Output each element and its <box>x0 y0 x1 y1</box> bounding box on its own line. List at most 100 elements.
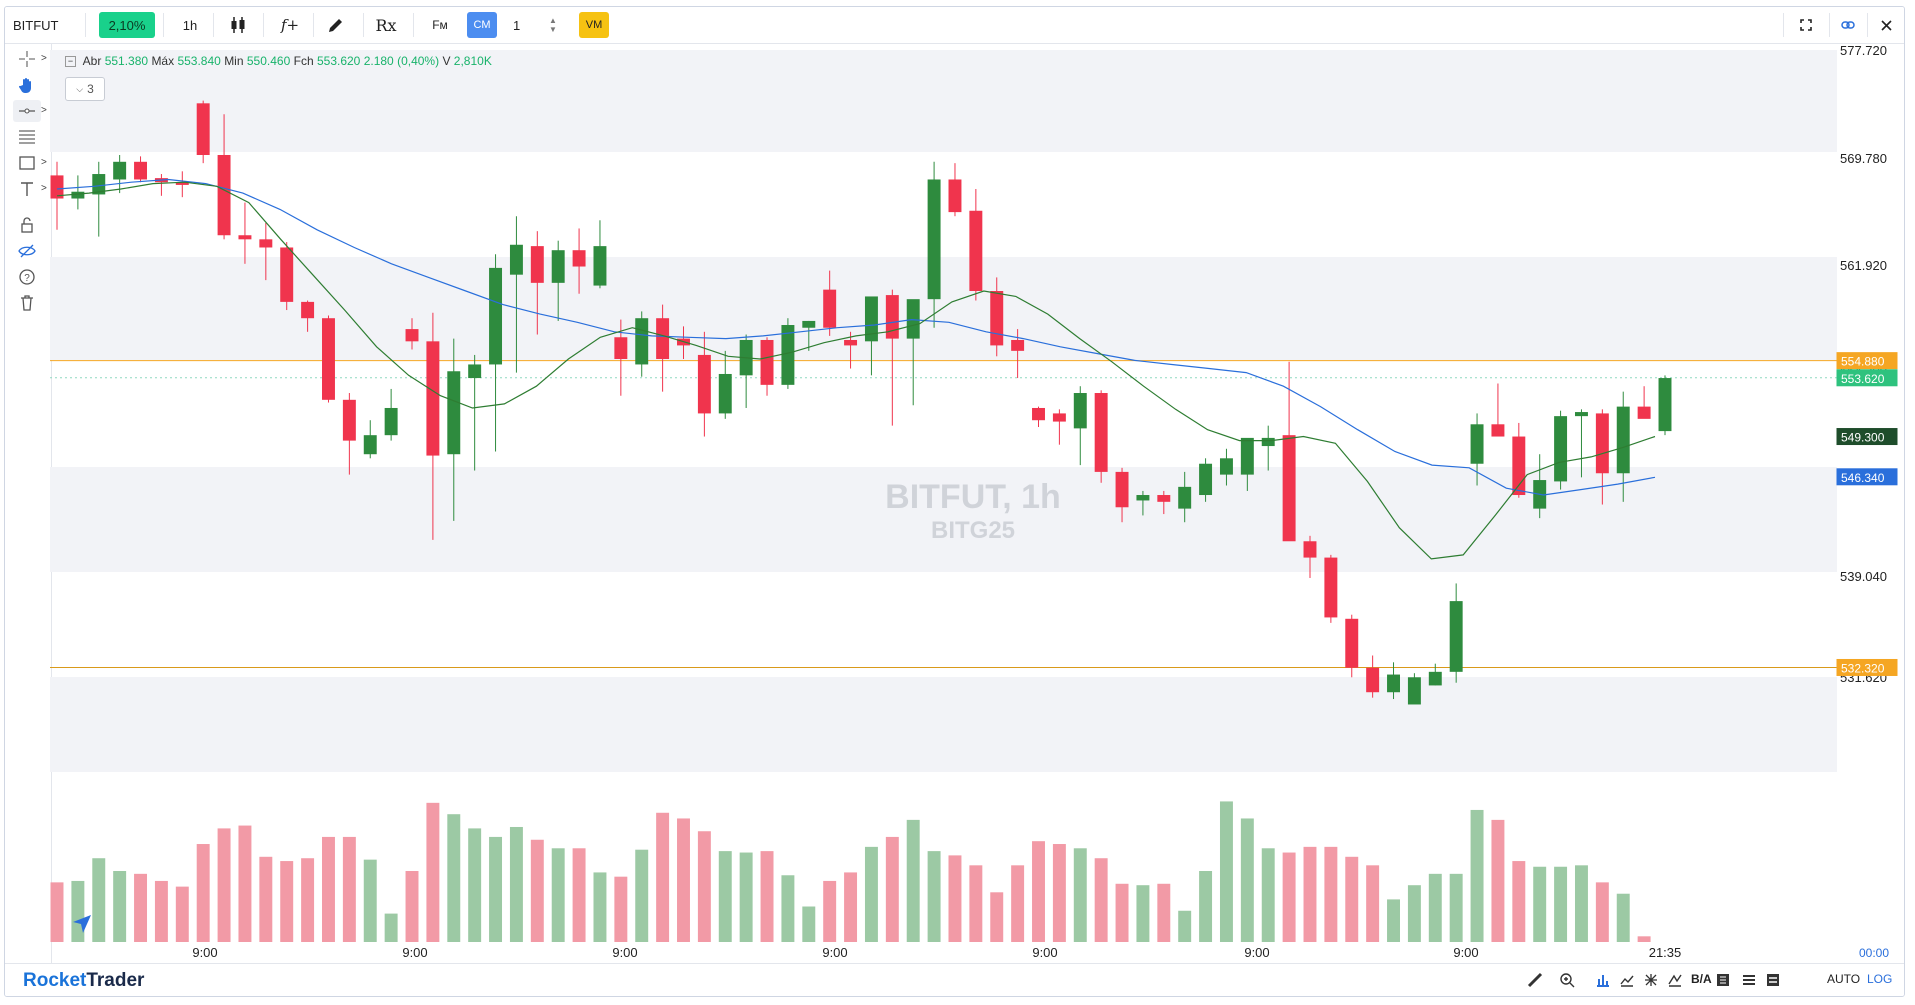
chart-style-area-button[interactable] <box>1619 972 1635 991</box>
candlestick-type-button[interactable] <box>223 12 253 38</box>
volume-bar <box>656 812 670 942</box>
positions-button[interactable] <box>1741 972 1757 991</box>
candle-body <box>1554 416 1568 482</box>
candle-body <box>1261 437 1275 447</box>
area-chart-icon <box>1620 975 1634 987</box>
volume-bar <box>154 880 168 942</box>
candle-body <box>322 318 335 400</box>
bid-ask-button[interactable]: B/A <box>1691 972 1712 986</box>
chevron-right-icon[interactable]: > <box>41 105 47 116</box>
zoom-button[interactable] <box>1559 972 1575 991</box>
symbol-selector[interactable]: BITFUT <box>13 12 79 38</box>
volume-bar <box>1637 936 1651 942</box>
candle-body <box>1011 339 1025 351</box>
candle-body <box>656 318 670 360</box>
volume-bar <box>1574 865 1588 942</box>
candle-body <box>551 250 565 283</box>
navigate-button[interactable] <box>67 909 97 939</box>
drawing-button[interactable] <box>321 12 351 38</box>
auto-scale-button[interactable]: AUTO <box>1827 972 1861 986</box>
chevron-right-icon[interactable]: > <box>41 157 47 168</box>
close-button[interactable] <box>1871 12 1901 38</box>
divider <box>313 13 314 37</box>
price-chart[interactable]: 577.720569.780561.920554.200539.040531.6… <box>5 7 1905 997</box>
timeframe-button[interactable]: 1h <box>182 17 198 33</box>
chevron-up-icon[interactable]: ▲ <box>549 16 557 25</box>
candle-body <box>259 239 273 248</box>
chevron-down-icon[interactable]: ▼ <box>549 25 557 34</box>
candle-body <box>113 161 127 180</box>
volume-bar <box>1178 910 1192 942</box>
candle-body <box>280 247 294 302</box>
fibonacci-tool[interactable] <box>13 126 41 148</box>
volume-bar <box>1261 848 1275 942</box>
line-tool[interactable] <box>13 100 41 122</box>
volume-bar <box>426 802 440 942</box>
last-price-tag: 553.620 <box>1841 372 1885 386</box>
volume-bar <box>1136 885 1150 942</box>
volume-bar <box>551 848 565 942</box>
high-label: Máx <box>151 54 175 68</box>
last-price-tag-bg <box>1836 369 1898 387</box>
fm-button[interactable]: Fм <box>432 18 448 32</box>
open-label: Abr <box>82 54 102 68</box>
help-icon: ? <box>19 269 35 285</box>
indicators-button[interactable]: f+ <box>275 12 305 38</box>
candle-body <box>948 179 962 213</box>
pan-tool[interactable] <box>13 74 41 96</box>
divider <box>1783 13 1784 37</box>
fullscreen-button[interactable] <box>1791 12 1821 38</box>
volume-bar <box>1345 856 1359 942</box>
volume-bar <box>1491 819 1505 942</box>
volume-bar <box>906 819 920 942</box>
order-book-button[interactable] <box>1715 972 1731 991</box>
cm-button[interactable]: CM <box>467 12 497 38</box>
link-button[interactable] <box>1833 12 1863 38</box>
collapse-legend-icon[interactable]: − <box>65 56 76 68</box>
candle-body <box>1595 413 1609 474</box>
visibility-tool[interactable] <box>13 240 41 262</box>
text-tool[interactable] <box>13 178 41 200</box>
volume-bar <box>238 825 252 942</box>
candle-body <box>1366 667 1380 693</box>
chevron-right-icon[interactable]: > <box>41 53 47 64</box>
shape-tool[interactable] <box>13 152 41 174</box>
help-tool[interactable]: ? <box>13 266 41 288</box>
vm-button[interactable]: VM <box>579 12 609 38</box>
eye-slash-icon <box>18 244 36 258</box>
volume-bar <box>781 875 795 942</box>
ruler-button[interactable] <box>1527 972 1543 991</box>
delete-tool[interactable] <box>13 292 41 314</box>
volume-bar <box>259 856 273 942</box>
scale-button[interactable] <box>1667 972 1683 991</box>
indicators-collapse-button[interactable]: ⌵ 3 <box>65 77 105 101</box>
svg-text:?: ? <box>24 273 30 284</box>
volume-bar <box>1387 899 1400 942</box>
candle-body <box>509 244 523 275</box>
lock-tool[interactable] <box>13 214 41 236</box>
candle-body <box>781 325 795 385</box>
volume-bar <box>635 849 649 942</box>
quantity-stepper[interactable]: ▲ ▼ <box>545 12 561 38</box>
candle-body <box>1345 618 1359 668</box>
indicator-count: 3 <box>87 82 94 96</box>
chart-style-bar-button[interactable] <box>1595 972 1611 991</box>
reset-button[interactable]: Rx <box>371 12 401 38</box>
log-scale-button[interactable]: LOG <box>1867 972 1893 986</box>
quantity-input[interactable]: 1 <box>513 17 521 33</box>
grid-button[interactable] <box>1643 972 1659 991</box>
time-tick-label: 9:00 <box>1244 945 1269 960</box>
volume-bar <box>468 828 482 942</box>
volume-bar <box>1470 809 1484 942</box>
grid-icon <box>1645 974 1657 986</box>
trendline-icon <box>19 108 35 114</box>
candle-body <box>1491 424 1505 437</box>
candle-body <box>426 341 440 456</box>
change-badge: 2,10% <box>99 12 155 38</box>
lower-line-tag-bg <box>1836 658 1898 676</box>
volume-bar <box>760 851 774 942</box>
upper-line-tag: 554.880 <box>1841 355 1885 369</box>
crosshair-tool[interactable] <box>13 48 41 70</box>
chevron-right-icon[interactable]: > <box>41 183 47 194</box>
orders-button[interactable] <box>1765 972 1781 991</box>
